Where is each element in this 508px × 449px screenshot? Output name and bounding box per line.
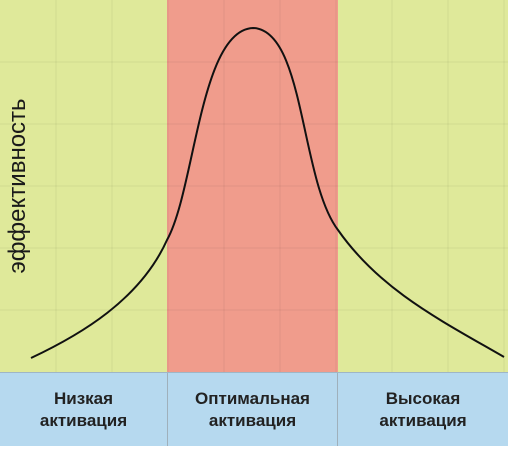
performance-curve xyxy=(30,26,505,359)
gridlines xyxy=(0,0,508,372)
zone-low-activation xyxy=(0,0,167,372)
performance-curve-plot xyxy=(0,0,508,372)
activation-category-bar: Низкая активация Оптимальная активация В… xyxy=(0,372,508,446)
category-low-activation: Низкая активация xyxy=(39,388,128,430)
zone-area xyxy=(0,0,508,372)
category-high-activation: Высокая активация xyxy=(379,388,467,430)
zone-optimal-activation xyxy=(167,0,338,372)
y-axis-label: эффективность xyxy=(4,98,31,274)
category-optimal-activation: Оптимальная активация xyxy=(167,373,338,446)
